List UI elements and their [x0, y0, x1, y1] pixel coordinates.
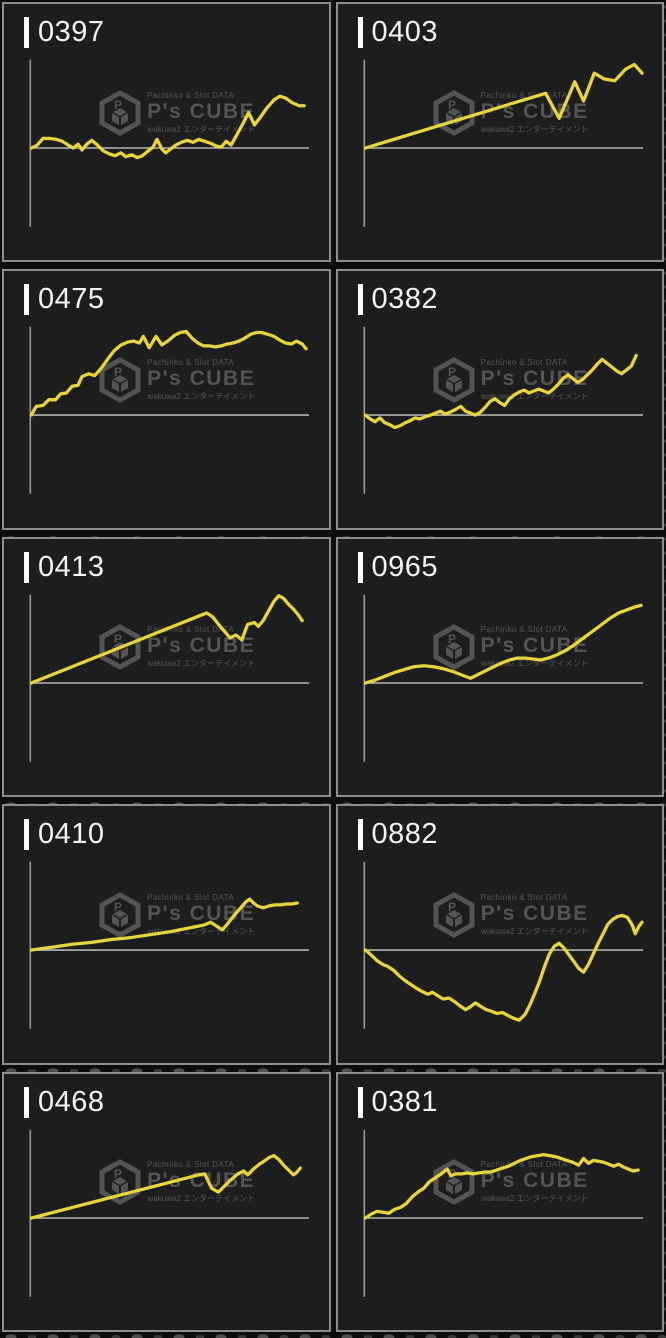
watermark-company: wakuwa2 エンターテイメント [147, 124, 256, 134]
watermark: P Pachinko & Slot DATA P's CUBE wakuwa2 … [98, 623, 255, 671]
watermark-brand: P's CUBE [480, 1169, 589, 1193]
ps-cube-logo-icon: P [433, 891, 475, 938]
label-accent-bar [357, 819, 363, 851]
slump-chart [29, 59, 310, 227]
label-accent-bar [357, 17, 363, 48]
svg-text:P: P [114, 900, 122, 914]
slump-chart [363, 1129, 643, 1297]
svg-text:P: P [114, 365, 122, 379]
machine-number: 0397 [38, 16, 105, 48]
watermark-brand: P's CUBE [147, 634, 256, 658]
machine-label: 0413 [24, 550, 105, 583]
watermark-subtitle: Pachinko & Slot DATA [480, 358, 568, 367]
watermark: P Pachinko & Slot DATA P's CUBE wakuwa2 … [98, 891, 255, 939]
svg-text:P: P [114, 1167, 122, 1181]
slump-chart [29, 861, 310, 1029]
watermark-subtitle: Pachinko & Slot DATA [147, 358, 234, 367]
label-accent-bar [24, 551, 29, 583]
watermark-brand: P's CUBE [147, 367, 256, 390]
watermark-brand: P's CUBE [147, 99, 256, 123]
machine-panel[interactable]: P Pachinko & Slot DATA P's CUBE wakuwa2 … [335, 1071, 664, 1332]
label-accent-bar [357, 1086, 363, 1118]
machine-panel[interactable]: P Pachinko & Slot DATA P's CUBE wakuwa2 … [335, 536, 664, 798]
watermark: P Pachinko & Slot DATA P's CUBE wakuwa2 … [98, 1158, 255, 1206]
machine-number: 0468 [38, 1085, 105, 1118]
slump-chart [363, 59, 644, 227]
machine-panel[interactable]: P Pachinko & Slot DATA P's CUBE wakuwa2 … [2, 536, 331, 798]
label-accent-bar [24, 819, 29, 851]
machine-number: 0413 [38, 550, 105, 583]
watermark: P Pachinko & Slot DATA P's CUBE wakuwa2 … [98, 89, 255, 137]
label-accent-bar [24, 17, 29, 48]
machine-label: 0882 [357, 818, 439, 851]
machine-panel[interactable]: P Pachinko & Slot DATA P's CUBE wakuwa2 … [2, 804, 331, 1065]
label-accent-bar [24, 1086, 29, 1118]
machine-label: 0382 [357, 283, 439, 316]
watermark-company: wakuwa2 エンターテイメント [481, 392, 589, 401]
slump-chart [363, 327, 643, 495]
watermark-subtitle: Pachinko & Slot DATA [480, 625, 568, 635]
watermark-brand: P's CUBE [147, 1169, 256, 1193]
machine-number: 0965 [371, 550, 439, 583]
ps-cube-logo-icon: P [99, 89, 141, 136]
watermark-subtitle: Pachinko & Slot DATA [480, 1160, 568, 1170]
machine-number: 0410 [38, 818, 105, 851]
watermark-company: wakuwa2 エンターテイメント [147, 659, 256, 669]
watermark-brand: P's CUBE [480, 901, 589, 925]
svg-text:P: P [114, 98, 122, 112]
watermark-brand: P's CUBE [147, 901, 256, 925]
machine-number: 0882 [371, 818, 439, 851]
ps-cube-logo-icon: P [433, 357, 475, 403]
machine-panel[interactable]: P Pachinko & Slot DATA P's CUBE wakuwa2 … [335, 804, 664, 1065]
ps-cube-logo-icon: P [99, 1159, 141, 1206]
svg-text:P: P [448, 632, 456, 646]
watermark-company: wakuwa2 エンターテイメント [147, 392, 256, 401]
machine-number: 0403 [371, 16, 439, 48]
watermark-company: wakuwa2 エンターテイメント [147, 1194, 256, 1204]
svg-text:P: P [448, 365, 456, 379]
ps-cube-logo-icon: P [99, 891, 141, 938]
watermark-subtitle: Pachinko & Slot DATA [480, 892, 568, 902]
machine-number: 0475 [38, 283, 105, 316]
machine-label: 0403 [357, 16, 439, 48]
machine-panel[interactable]: P Pachinko & Slot DATA P's CUBE wakuwa2 … [2, 2, 331, 263]
watermark-company: wakuwa2 エンターテイメント [481, 124, 589, 134]
machine-number: 0382 [371, 283, 439, 316]
label-accent-bar [357, 551, 363, 583]
svg-text:P: P [448, 900, 456, 914]
label-accent-bar [24, 284, 29, 316]
watermark-company: wakuwa2 エンターテイメント [481, 1194, 589, 1204]
machine-panel[interactable]: P Pachinko & Slot DATA P's CUBE wakuwa2 … [335, 269, 664, 530]
label-accent-bar [357, 284, 363, 316]
machine-label: 0965 [357, 550, 439, 583]
svg-text:P: P [448, 98, 456, 112]
machine-panel[interactable]: P Pachinko & Slot DATA P's CUBE wakuwa2 … [2, 1071, 331, 1332]
machine-label: 0468 [24, 1085, 105, 1118]
svg-text:P: P [114, 632, 122, 646]
watermark-company: wakuwa2 エンターテイメント [481, 926, 589, 936]
slump-chart [363, 594, 643, 762]
slump-chart [29, 327, 310, 495]
machine-number: 0381 [371, 1085, 439, 1118]
slump-chart [363, 861, 644, 1029]
watermark: P Pachinko & Slot DATA P's CUBE wakuwa2 … [432, 891, 589, 939]
machine-label: 0475 [24, 283, 105, 316]
machine-panel[interactable]: P Pachinko & Slot DATA P's CUBE wakuwa2 … [335, 2, 664, 263]
watermark-company: wakuwa2 エンターテイメント [147, 926, 256, 936]
machine-label: 0410 [24, 818, 105, 851]
machine-label: 0381 [357, 1085, 439, 1118]
slump-chart [29, 1129, 310, 1297]
machine-panel[interactable]: P Pachinko & Slot DATA P's CUBE wakuwa2 … [2, 269, 331, 530]
machine-label: 0397 [24, 17, 105, 48]
watermark-subtitle: Pachinko & Slot DATA [480, 90, 568, 100]
watermark-subtitle: Pachinko & Slot DATA [147, 625, 234, 635]
watermark-subtitle: Pachinko & Slot DATA [147, 892, 234, 902]
ps-cube-logo-icon: P [433, 624, 475, 671]
watermark-subtitle: Pachinko & Slot DATA [147, 1160, 234, 1170]
slump-chart [29, 593, 310, 762]
watermark-subtitle: Pachinko & Slot DATA [147, 90, 234, 100]
watermark-company: wakuwa2 エンターテイメント [481, 659, 589, 669]
